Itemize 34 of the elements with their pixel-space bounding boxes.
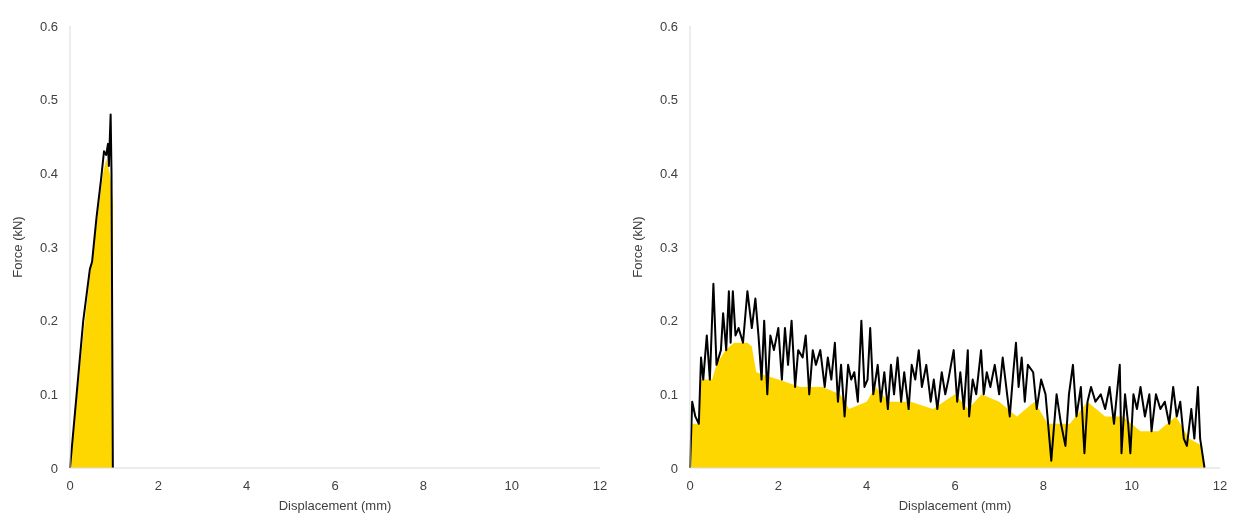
line-series: [689, 282, 1206, 469]
x-axis-title: Displacement (mm): [898, 498, 1012, 513]
y-tick-label: 0: [670, 460, 678, 476]
y-tick-label: 0.2: [39, 313, 58, 329]
x-tick-label: 8: [419, 478, 427, 493]
x-tick-label: 6: [331, 478, 339, 493]
y-tick-label: 0.1: [659, 386, 678, 402]
y-tick-label: 0.3: [39, 239, 58, 255]
y-tick-label: 0.6: [659, 18, 678, 34]
line-series: [69, 113, 114, 469]
x-tick-label: 2: [154, 478, 162, 493]
x-tick-label: 12: [592, 478, 608, 493]
x-tick-label: 10: [504, 478, 519, 493]
y-tick-label: 0.6: [39, 18, 58, 34]
x-tick-label: 10: [1124, 478, 1139, 493]
x-tick-label: 0: [686, 478, 694, 493]
x-tick-label: 2: [774, 478, 782, 493]
y-tick-label: 0.5: [659, 92, 678, 108]
y-tick-label: 0.1: [39, 386, 58, 402]
y-axis-title: Force (kN): [630, 216, 645, 278]
x-axis-title: Displacement (mm): [278, 498, 392, 513]
y-tick-label: 0.2: [659, 313, 678, 329]
x-tick-label: 0: [66, 478, 74, 493]
y-axis-title: Force (kN): [10, 216, 25, 278]
x-tick-label: 12: [1212, 478, 1228, 493]
x-tick-label: 4: [243, 478, 251, 493]
y-tick-label: 0.5: [39, 92, 58, 108]
x-tick-label: 6: [951, 478, 959, 493]
x-tick-label: 4: [863, 478, 871, 493]
y-tick-label: 0.3: [659, 239, 678, 255]
y-tick-label: 0.4: [39, 165, 58, 181]
y-tick-label: 0.4: [659, 165, 678, 181]
x-tick-label: 8: [1039, 478, 1047, 493]
y-tick-label: 0: [50, 460, 58, 476]
